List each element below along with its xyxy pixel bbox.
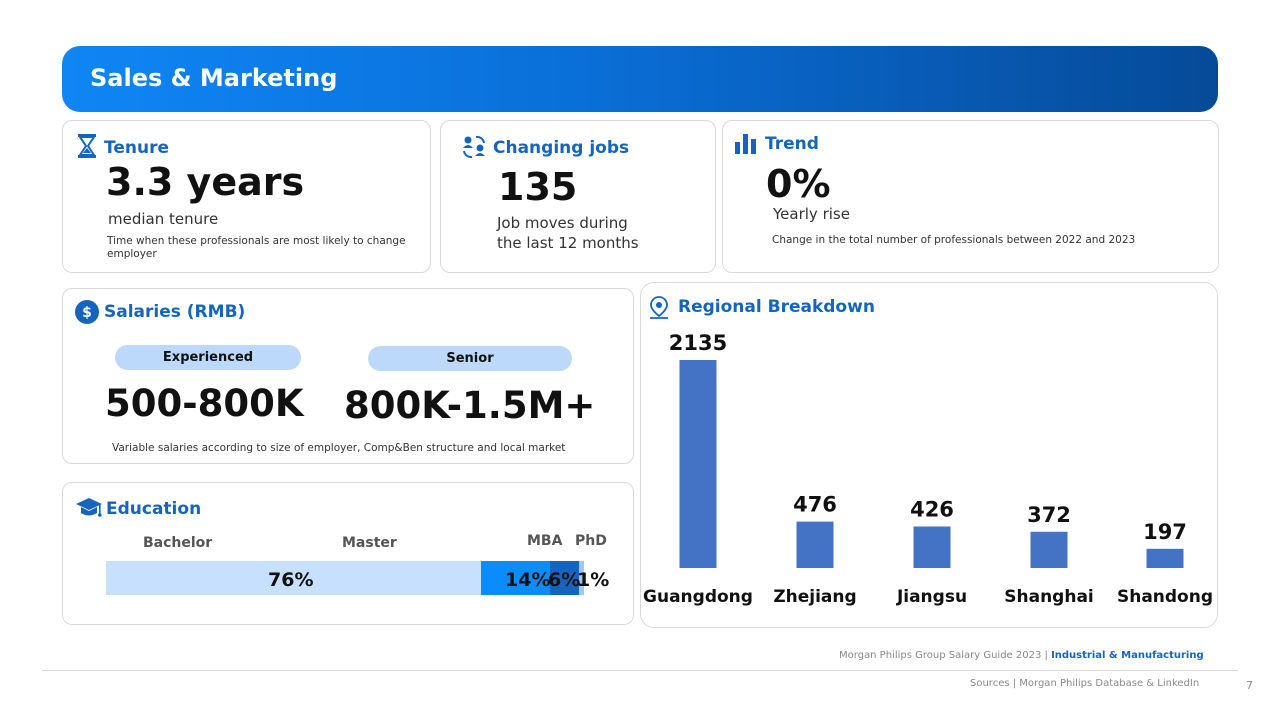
- bar-shandong: [1146, 548, 1184, 568]
- trend-value: 0%: [766, 162, 831, 206]
- data-label-zhejiang: 476: [793, 493, 837, 517]
- experienced-pill: Experienced: [115, 345, 301, 370]
- bar-guangdong: [679, 360, 717, 568]
- edu-label-master: Master: [342, 535, 397, 551]
- bar-zhejiang: [796, 521, 834, 568]
- category-label-shandong: Shandong: [1117, 587, 1213, 607]
- changing-jobs-label-1: Job moves during: [497, 214, 628, 232]
- changing-jobs-title: Changing jobs: [493, 138, 630, 158]
- footer-guide: Morgan Philips Group Salary Guide 2023 |…: [839, 650, 1204, 661]
- changing-jobs-value: 135: [498, 165, 578, 209]
- tenure-value: 3.3 years: [106, 160, 305, 204]
- edu-bar-mba: [550, 561, 579, 595]
- map-pin-icon: [650, 296, 668, 319]
- regional-bar-chart: 2135 Guangdong 476 Zhejiang 426 Jiangsu 372 Sha…: [643, 331, 1213, 607]
- edu-label-phd: PhD: [575, 533, 607, 549]
- salaries-title: Salaries (RMB): [104, 302, 246, 322]
- edu-value-phd: 1%: [577, 569, 610, 591]
- page-title: Sales & Marketing: [90, 64, 338, 92]
- tenure-card: [62, 120, 431, 273]
- tenure-note: Time when these professionals are most l…: [107, 235, 406, 260]
- bar-chart-icon: [735, 134, 756, 154]
- changing-jobs-card: [440, 120, 716, 273]
- bar-jiangsu: [913, 526, 951, 568]
- category-label-jiangsu: Jiangsu: [896, 587, 967, 607]
- header-banner: Sales & Marketing: [62, 46, 1218, 112]
- edu-value-bachelor: 76%: [268, 569, 314, 591]
- experienced-salary: 500-800K: [105, 382, 304, 425]
- education-title: Education: [106, 499, 202, 519]
- graduation-cap-icon: [76, 498, 102, 517]
- data-label-jiangsu: 426: [910, 497, 954, 521]
- svg-text:$: $: [82, 305, 92, 321]
- education-card: [62, 482, 634, 625]
- senior-salary: 800K-1.5M+: [344, 384, 596, 427]
- edu-label-bachelor: Bachelor: [143, 535, 213, 551]
- trend-card: [722, 120, 1219, 273]
- bar-shanghai: [1030, 531, 1068, 568]
- tenure-label: median tenure: [108, 210, 219, 228]
- regional-card: [640, 282, 1218, 628]
- footer-divider: [42, 670, 1238, 671]
- edu-value-mba: 6%: [548, 569, 581, 591]
- edu-value-master: 14%: [505, 569, 551, 591]
- edu-bar-master: [481, 561, 550, 595]
- category-label-guangdong: Guangdong: [643, 587, 753, 607]
- data-label-shandong: 197: [1143, 520, 1187, 544]
- page-number: 7: [1246, 679, 1253, 692]
- data-label-shanghai: 372: [1027, 503, 1071, 527]
- salaries-card: [62, 288, 634, 464]
- footer-sources: Sources | Morgan Philips Database & Link…: [970, 678, 1200, 689]
- edu-label-mba: MBA: [527, 533, 563, 549]
- footer-guide-text: Morgan Philips Group Salary Guide 2023 |: [839, 650, 1048, 661]
- hourglass-icon: [78, 134, 96, 158]
- data-label-guangdong: 2135: [669, 331, 727, 355]
- edu-bar-phd: [579, 561, 584, 595]
- regional-title: Regional Breakdown: [678, 297, 875, 317]
- trend-note: Change in the total number of profession…: [772, 234, 1136, 246]
- edu-bar-bachelor: [106, 561, 481, 595]
- footer-sector: Industrial & Manufacturing: [1051, 650, 1204, 661]
- category-label-zhejiang: Zhejiang: [773, 587, 856, 607]
- tenure-title: Tenure: [104, 138, 169, 158]
- dollar-icon: $: [75, 300, 99, 324]
- changing-jobs-label-2: the last 12 months: [497, 234, 639, 252]
- trend-title: Trend: [765, 134, 819, 154]
- category-label-shanghai: Shanghai: [1004, 587, 1094, 607]
- trend-label: Yearly rise: [773, 205, 850, 223]
- salaries-note: Variable salaries according to size of e…: [112, 442, 566, 454]
- senior-pill: Senior: [368, 346, 572, 371]
- swap-people-icon: [463, 135, 485, 159]
